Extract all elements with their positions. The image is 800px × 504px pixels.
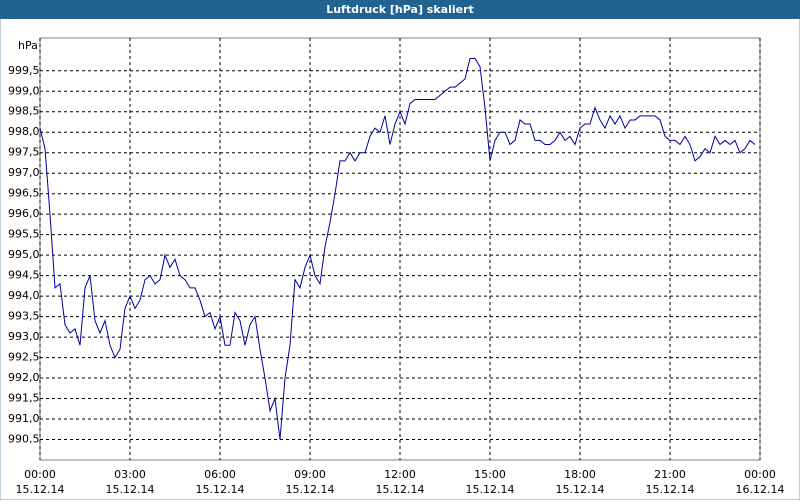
y-axis-label: hPa <box>18 39 38 52</box>
y-tick-label: 995,5 <box>8 228 40 241</box>
y-tick-label: 993,0 <box>8 330 40 343</box>
x-tick-label: 06:00 15.12.14 <box>196 468 245 496</box>
y-tick-label: 990,5 <box>8 433 40 446</box>
x-tick-label: 12:00 15.12.14 <box>376 468 425 496</box>
chart-title: Luftdruck [hPa] skaliert <box>326 3 474 16</box>
x-tick-label: 21:00 15.12.14 <box>646 468 695 496</box>
y-tick-label: 997,0 <box>8 166 40 179</box>
y-tick-label: 994,0 <box>8 289 40 302</box>
y-tick-label: 994,5 <box>8 269 40 282</box>
y-tick-label: 993,5 <box>8 310 40 323</box>
y-tick-label: 999,0 <box>8 84 40 97</box>
y-tick-label: 995,0 <box>8 248 40 261</box>
y-tick-label: 996,0 <box>8 207 40 220</box>
x-tick-label: 15:00 15.12.14 <box>466 468 515 496</box>
x-tick-label: 00:00 15.12.14 <box>16 468 65 496</box>
data-line <box>39 57 756 440</box>
y-tick-label: 996,5 <box>8 187 40 200</box>
x-tick-label: 00:00 16.12.14 <box>736 468 785 496</box>
y-tick-label: 991,0 <box>8 412 40 425</box>
y-tick-label: 997,5 <box>8 146 40 159</box>
y-tick-label: 992,5 <box>8 351 40 364</box>
y-tick-label: 998,0 <box>8 125 40 138</box>
x-tick-label: 03:00 15.12.14 <box>106 468 155 496</box>
x-tick-label: 09:00 15.12.14 <box>286 468 335 496</box>
title-bar <box>0 0 800 19</box>
y-tick-label: 999,5 <box>8 64 40 77</box>
y-tick-label: 991,5 <box>8 392 40 405</box>
x-tick-label: 18:00 15.12.14 <box>556 468 605 496</box>
y-tick-label: 998,5 <box>8 105 40 118</box>
y-tick-label: 992,0 <box>8 371 40 384</box>
